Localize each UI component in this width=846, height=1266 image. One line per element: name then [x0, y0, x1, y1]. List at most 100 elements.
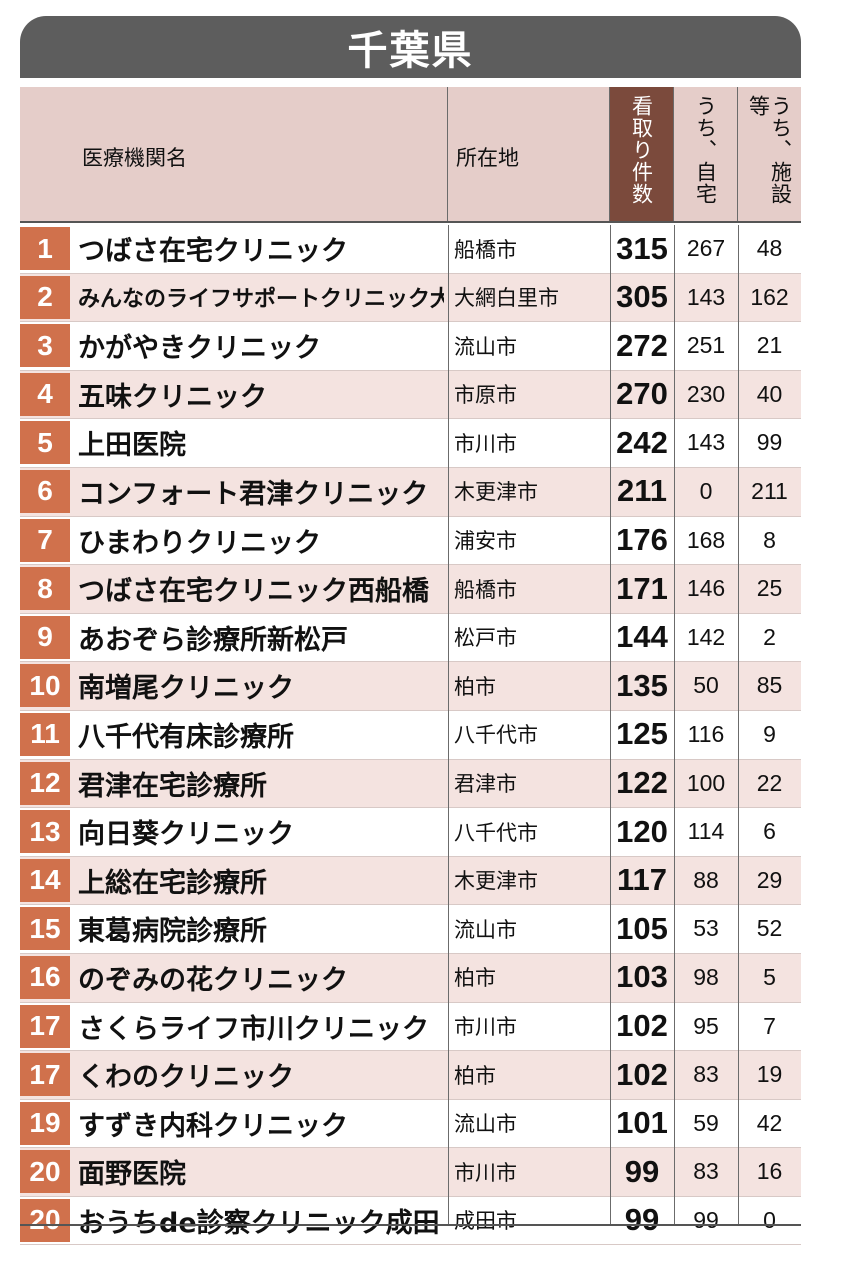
rank-badge: 2	[20, 275, 70, 319]
header-name: 医療機関名	[82, 146, 187, 170]
table-bottom-border	[20, 1224, 801, 1226]
ranking-table-body: 1 つばさ在宅クリニック 船橋市 315 267 48 2 みんなのライフサポートクリニック大…	[20, 225, 801, 1246]
table-row: 8 つばさ在宅クリニック西船橋 船橋市 171 146 25	[20, 565, 801, 614]
facility-count: 0	[763, 1206, 776, 1233]
rank-badge: 13	[20, 810, 70, 854]
header-facility: うち、施設等	[746, 95, 793, 205]
header-location-cell: 所在地	[448, 87, 610, 221]
header-total-cell: 看取り件数	[610, 87, 674, 221]
total-count: 120	[616, 813, 668, 849]
home-count: 99	[693, 1206, 719, 1233]
total-count: 305	[616, 279, 668, 315]
facility-count: 52	[756, 915, 783, 942]
table-row: 2 みんなのライフサポートクリニック大網 大網白里市 305 143 162	[20, 273, 801, 323]
clinic-name: おうちde診察クリニック成田	[78, 1207, 440, 1239]
rank-badge: 9	[20, 615, 70, 659]
home-count: 146	[686, 575, 726, 602]
home-count: 98	[693, 963, 719, 990]
clinic-name: 上総在宅診療所	[78, 867, 267, 899]
total-count: 122	[616, 765, 668, 801]
rank-badge: 11	[20, 712, 70, 756]
table-row: 17 くわのクリニック 柏市 102 83 19	[20, 1051, 801, 1100]
clinic-location: 船橋市	[454, 237, 517, 262]
table-row: 16 のぞみの花クリニック 柏市 103 98 5	[20, 953, 801, 1003]
facility-count: 21	[756, 332, 783, 359]
facility-count: 6	[763, 818, 776, 845]
total-count: 272	[616, 327, 668, 363]
total-count: 211	[616, 473, 667, 509]
facility-count: 16	[756, 1158, 783, 1185]
rank-badge: 20	[20, 1150, 70, 1194]
table-header: 医療機関名 所在地 看取り件数 うち、自宅 うち、施設等	[20, 87, 801, 221]
home-count: 0	[699, 477, 713, 504]
table-row: 19 すずき内科クリニック 流山市 101 59 42	[20, 1100, 801, 1149]
header-location: 所在地	[456, 146, 519, 170]
total-count: 270	[616, 376, 668, 412]
clinic-name: さくらライフ市川クリニック	[78, 1013, 429, 1045]
table-row: 20 おうちde診察クリニック成田 成田市 99 99 0	[20, 1197, 801, 1246]
table-row: 20 面野医院 市川市 99 83 16	[20, 1148, 801, 1197]
clinic-name: あおぞら診療所新松戸	[78, 624, 348, 656]
clinic-name: 東葛病院診療所	[78, 916, 267, 948]
home-count: 230	[686, 380, 726, 407]
facility-count: 162	[750, 283, 789, 310]
table-row: 1 つばさ在宅クリニック 船橋市 315 267 48	[20, 225, 801, 274]
facility-count: 40	[756, 380, 783, 407]
table-row: 4 五味クリニック 市原市 270 230 40	[20, 370, 801, 420]
column-divider	[448, 225, 449, 1225]
clinic-location: 木更津市	[454, 869, 538, 894]
facility-count: 8	[763, 526, 776, 553]
header-home-cell: うち、自宅	[674, 87, 738, 221]
clinic-location: 八千代市	[454, 723, 538, 748]
clinic-name: 向日葵クリニック	[78, 819, 294, 851]
header-total: 看取り件数	[629, 95, 654, 205]
clinic-name: 五味クリニック	[78, 381, 267, 413]
clinic-location: 松戸市	[454, 626, 517, 651]
rank-badge: 17	[20, 1004, 70, 1048]
clinic-name: 君津在宅診療所	[78, 770, 267, 802]
total-count: 135	[616, 667, 668, 703]
header-name-cell: 医療機関名	[20, 87, 448, 221]
facility-count: 42	[756, 1109, 783, 1136]
total-count: 242	[616, 424, 668, 460]
clinic-location: 市川市	[454, 1015, 517, 1039]
column-divider	[674, 225, 675, 1225]
home-count: 143	[686, 283, 726, 310]
rank-badge: 20	[20, 1198, 70, 1242]
total-count: 176	[616, 522, 668, 558]
clinic-location: 木更津市	[454, 480, 538, 505]
table-row: 13 向日葵クリニック 八千代市 120 114 6	[20, 808, 801, 857]
total-count: 101	[616, 1105, 668, 1141]
clinic-name: 南増尾クリニック	[78, 673, 294, 705]
facility-count: 7	[763, 1012, 776, 1039]
clinic-name: コンフォート君津クリニック	[78, 478, 429, 510]
rank-badge: 1	[20, 227, 70, 270]
home-count: 142	[686, 623, 726, 650]
clinic-location: 市川市	[454, 1160, 517, 1185]
header-divider	[20, 221, 801, 223]
home-count: 267	[686, 235, 726, 261]
rank-badge: 15	[20, 907, 70, 951]
clinic-location: 流山市	[454, 334, 517, 359]
clinic-name: 上田医院	[78, 430, 186, 462]
clinic-name: ひまわりクリニック	[78, 527, 321, 559]
facility-count: 19	[756, 1061, 783, 1088]
clinic-location: 君津市	[454, 772, 517, 797]
clinic-location: 市川市	[454, 431, 517, 456]
home-count: 116	[687, 720, 725, 747]
table-row: 7 ひまわりクリニック 浦安市 176 168 8	[20, 517, 801, 566]
clinic-location: 柏市	[454, 674, 496, 699]
rank-badge: 14	[20, 858, 70, 902]
home-count: 114	[687, 818, 725, 845]
home-count: 83	[693, 1061, 719, 1088]
table-row: 11 八千代有床診療所 八千代市 125 116 9	[20, 711, 801, 760]
total-count: 315	[616, 230, 668, 266]
table-row: 3 かがやきクリニック 流山市 272 251 21	[20, 322, 801, 371]
clinic-location: 柏市	[454, 966, 496, 991]
table-row: 14 上総在宅診療所 木更津市 117 88 29	[20, 856, 801, 906]
clinic-location: 大網白里市	[454, 286, 559, 311]
facility-count: 9	[763, 720, 776, 747]
home-count: 53	[693, 915, 719, 942]
clinic-name: つばさ在宅クリニック西船橋	[78, 576, 429, 608]
rank-badge: 3	[20, 324, 70, 368]
